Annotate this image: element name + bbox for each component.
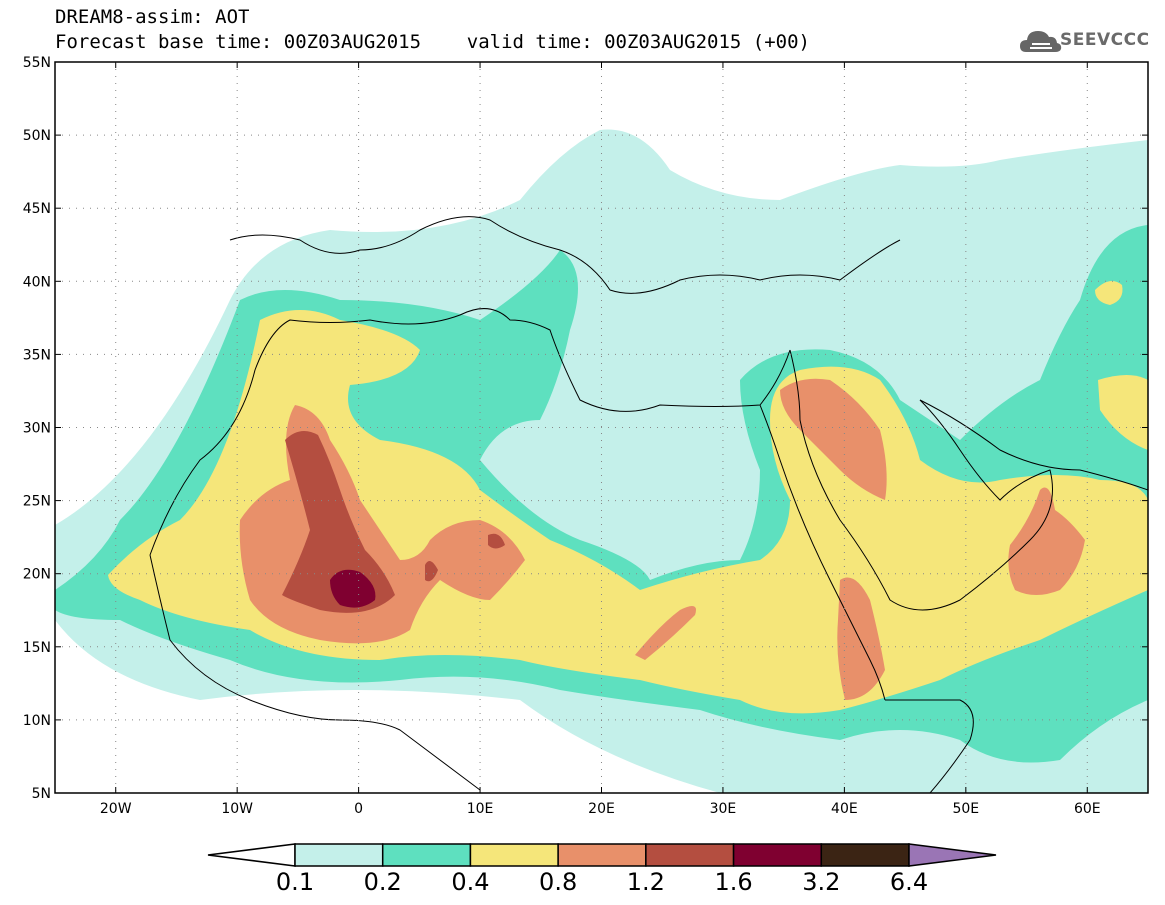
lon-label: 20E <box>588 801 615 817</box>
lat-label: 10N <box>23 713 51 729</box>
lat-label: 30N <box>23 421 51 437</box>
colorbar-box <box>732 843 823 867</box>
colorbar-label: 6.4 <box>889 868 929 896</box>
cloud-logo-icon <box>1020 31 1062 52</box>
colorbar-label: 0.1 <box>275 868 315 896</box>
lon-label: 30E <box>710 801 737 817</box>
lon-label: 10W <box>221 801 253 817</box>
lon-label: 0 <box>354 801 363 817</box>
aot-contour-1-6 <box>330 569 376 608</box>
west-africa-coast <box>149 554 481 791</box>
colorbar-box <box>381 843 472 867</box>
colorbar-label: 1.2 <box>626 868 665 896</box>
colorbar-box <box>820 843 910 867</box>
axis-ticks <box>55 61 1148 794</box>
logo-text: SEEVCCC <box>1060 30 1150 50</box>
colorbar-box <box>645 843 735 867</box>
lon-label: 40E <box>831 801 858 817</box>
aot-contour-1-2 <box>282 431 395 613</box>
colorbar-label: 3.2 <box>802 868 841 896</box>
colorbar-label: 1.6 <box>714 868 753 896</box>
forecast-time-line: Forecast base time: 00Z03AUG2015 valid t… <box>55 31 810 53</box>
lat-label: 50N <box>23 128 51 144</box>
lon-label: 10E <box>467 801 494 817</box>
arabia-coast <box>789 349 1053 611</box>
lon-label: 60E <box>1074 801 1101 817</box>
colorbar-label: 0.2 <box>363 868 402 896</box>
gridlines <box>55 62 1148 793</box>
lat-label: 35N <box>23 347 51 363</box>
lat-label: 55N <box>23 55 51 71</box>
colorbar-label: 0.8 <box>539 868 578 896</box>
lat-label: 5N <box>32 786 51 802</box>
aot-contour-0-8-redsea <box>837 577 885 700</box>
aot-contour-0-4-caspian <box>1095 281 1123 305</box>
iran-coast <box>919 399 1148 491</box>
north-africa-coast <box>149 308 791 556</box>
aot-contour-1-2-b <box>425 561 438 582</box>
colorbar-label: 0.4 <box>451 868 490 896</box>
colorbar-box <box>469 843 559 867</box>
lon-label: 20W <box>100 801 132 817</box>
map-title: DREAM8-assim: AOT <box>55 6 250 28</box>
lat-label: 40N <box>23 274 51 290</box>
coastlines <box>149 216 1148 793</box>
lon-label: 50E <box>952 801 979 817</box>
latitude-labels: 55N 50N 45N 40N 35N 30N 25N 20N 15N 10N 5N <box>23 55 51 802</box>
longitude-labels: 20W 10W 0 10E 20E 30E 40E 50E 60E <box>100 801 1101 817</box>
aot-contour-0-8-arabia <box>780 378 887 500</box>
colorbar-under-triangle <box>207 843 296 867</box>
europe-coast <box>229 216 901 294</box>
redsea-coast <box>759 404 886 701</box>
aot-contour-0-4-east <box>1098 375 1148 450</box>
aot-contour-1-2-c <box>488 533 505 549</box>
lat-label: 20N <box>23 567 51 583</box>
aot-contour-0-8-oman <box>1008 487 1085 595</box>
lat-label: 25N <box>23 494 51 510</box>
colorbar-box <box>557 843 647 867</box>
colorbar-box <box>294 843 384 867</box>
horn-coast <box>885 699 974 793</box>
lat-label: 15N <box>23 640 51 656</box>
colorbar-over-triangle <box>908 843 997 867</box>
lat-label: 45N <box>23 201 51 217</box>
aot-colorbar <box>207 843 997 867</box>
